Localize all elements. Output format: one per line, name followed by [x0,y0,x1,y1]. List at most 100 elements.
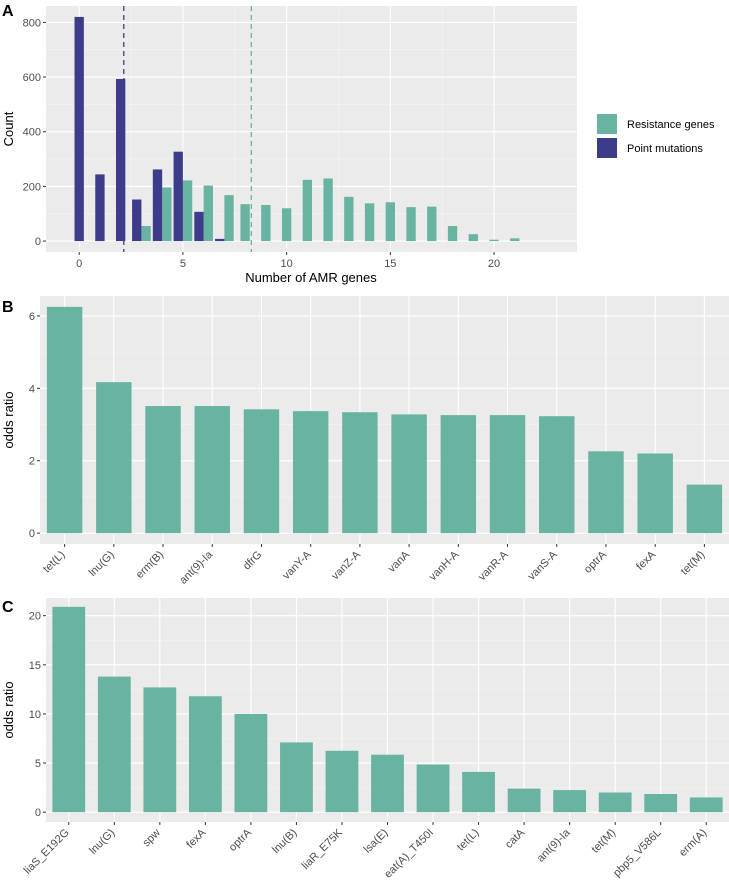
x-tick-label-lias-e192g: liaS_E192G [22,827,72,877]
panel-b-bars [46,306,723,534]
x-tick-label: 5 [180,258,186,270]
bar-fexa [188,696,222,813]
x-tick-label-eat-a-t450i: eat(A)_T450I [382,827,436,881]
y-tick-label: 0 [35,236,41,248]
bar-eat-a-t450i [416,764,450,813]
bar-vana [391,414,427,534]
x-tick-label-tet-l: tet(L) [455,827,482,854]
bar-point-0 [74,16,84,242]
bar-spw [143,687,177,813]
bar-resistance-16 [406,207,416,242]
x-tick-label-erm-b: erm(B) [134,549,166,581]
y-tick-label: 0 [35,807,41,819]
y-tick-label: 800 [23,17,41,29]
bar-resistance-18 [447,226,458,242]
x-tick-label-vany-a: vanY-A [280,548,314,582]
legend-label-resistance-genes: Resistance genes [627,119,715,131]
x-tick-label-fexa: fexA [184,826,209,851]
x-tick-label-pbp5-v586l: pbp5_V586L [611,827,664,880]
x-tick-label-lnu-b: lnu(B) [270,827,299,856]
legend-key-resistance-genes [597,114,617,134]
bar-resistance-17 [427,206,437,242]
panel-c-bars [52,606,723,813]
panel-c-y-axis-title: odds ratio [1,681,16,738]
bar-lnu-g [96,382,132,534]
y-tick-label: 20 [29,611,41,623]
panel-a-bars [74,16,520,242]
x-tick-label-optra: optrA [227,826,255,854]
panel-a-y-axis-title: Count [1,111,16,146]
bar-optra [234,713,268,813]
y-tick-label: 400 [23,127,41,139]
legend-key-point-mutations [597,138,617,158]
bar-tet-m [686,484,723,534]
y-tick-label: 5 [35,758,41,770]
x-tick-label: 20 [488,258,500,270]
panel-a-x-axis-title: Number of AMR genes [245,270,377,285]
bar-resistance-9 [261,204,271,242]
bar-liar-e75k [325,750,359,813]
bar-resistance-5 [182,180,193,242]
panel-a-ticks: 0 200 400 600 800 0 5 10 15 20 [23,17,501,270]
bar-point-6 [194,211,204,242]
bar-resistance-6 [203,185,213,242]
panel-b-letter: B [2,299,14,316]
y-tick-label: 6 [29,311,35,323]
bar-resistance-14 [364,203,375,242]
x-tick-label-cata: catA [503,826,528,851]
x-tick-label: 15 [384,258,396,270]
bar-pbp5-v586l [644,794,678,813]
bar-fexa [637,453,673,534]
bar-erm-b [145,406,181,534]
x-tick-label-vanz-a: vanZ-A [329,548,363,582]
x-tick-label-optra: optrA [582,548,610,576]
bar-resistance-12 [323,178,333,242]
y-tick-label: 2 [29,456,35,468]
bar-resistance-7 [224,195,234,242]
bar-lsa-e [371,754,404,813]
x-tick-label-vanr-a: vanR-A [476,548,511,583]
x-tick-label-vana: vanA [386,548,413,575]
bar-resistance-19 [468,234,478,242]
x-tick-label-vans-a: vanS-A [526,548,560,582]
x-tick-label-tet-m: tet(M) [589,827,618,856]
x-tick-label-ant-9-ia: ant(9)-Ia [177,548,216,587]
x-tick-label-fexa: fexA [634,548,659,573]
x-tick-label-tet-l: tet(L) [41,549,68,576]
bar-dfrg [243,409,280,534]
x-tick-label-ant-9-ia: ant(9)-Ia [535,826,574,865]
panel-a-letter: A [2,3,14,20]
bar-resistance-8 [240,204,250,242]
panel-c: C 0 5 10 15 20 liaS_E192G lnu(G) spw fexA optrA ln… [1,598,729,881]
x-tick-label: 0 [76,258,82,270]
bar-ant-9-ia [194,406,230,534]
bar-optra [588,451,624,534]
bar-lnu-b [280,742,313,813]
panel-b-y-axis-title: odds ratio [1,391,16,448]
bar-point-5 [173,151,183,242]
bar-vany-a [292,411,329,534]
bar-point-2 [116,78,126,242]
bar-vanh-a [440,415,477,534]
legend-label-point-mutations: Point mutations [627,143,703,155]
bar-vanz-a [342,412,378,534]
bar-tet-l [462,771,495,813]
panel-a: A 0 200 400 600 800 0 5 10 15 20 Number of AMR ge… [1,3,715,285]
bar-ant-9-ia [553,790,587,813]
panel-b-background [40,296,729,544]
legend: Resistance genes Point mutations [597,114,715,158]
bar-point-7 [215,238,225,242]
x-tick-label-erm-a: erm(A) [677,827,709,859]
bar-point-4 [152,169,163,242]
x-tick-label-liar-e75k: liaR_E75K [300,826,346,872]
x-tick-label-tet-m: tet(M) [679,549,708,578]
bar-resistance-20 [489,239,499,242]
bar-tet-l [46,306,83,534]
x-tick-label-lnu-g: lnu(G) [87,827,117,857]
bar-tet-m [598,792,632,813]
bar-resistance-11 [302,179,313,242]
bar-cata [507,788,541,813]
bar-erm-a [689,797,723,813]
panel-b: B 0 2 4 6 tet(L) lnu(G) erm(B) ant(9)-Ia dfrG van… [1,296,729,587]
